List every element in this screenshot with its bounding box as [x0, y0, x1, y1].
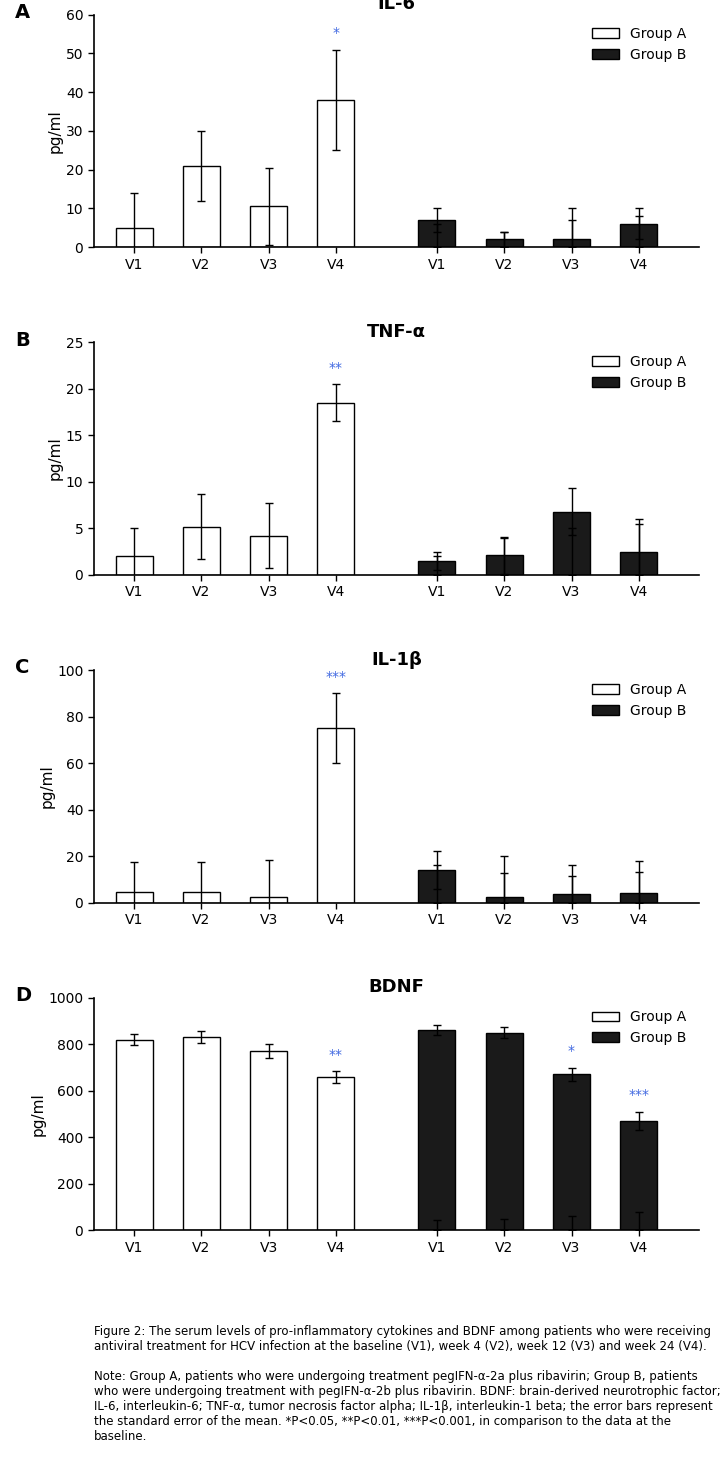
Bar [553, 894, 590, 903]
Bar [317, 402, 355, 575]
Bar [553, 239, 590, 247]
Bar [115, 228, 153, 247]
Text: ***: *** [628, 1088, 650, 1102]
Legend: Group A, Group B: Group A, Group B [586, 677, 692, 724]
Title: IL-1β: IL-1β [371, 650, 422, 668]
Text: D: D [15, 986, 31, 1006]
Legend: Group A, Group B: Group A, Group B [586, 349, 692, 395]
Text: B: B [15, 330, 30, 349]
Bar [115, 556, 153, 575]
Bar [418, 871, 456, 903]
Y-axis label: pg/ml: pg/ml [30, 1092, 45, 1136]
Y-axis label: pg/ml: pg/ml [48, 109, 63, 153]
Text: C: C [15, 659, 30, 677]
Bar [486, 1032, 523, 1230]
Bar [620, 1122, 658, 1230]
Bar [183, 893, 220, 903]
Bar [317, 728, 355, 903]
Bar [250, 1051, 287, 1230]
Text: **: ** [329, 361, 343, 374]
Bar [553, 512, 590, 575]
Bar [418, 1031, 456, 1230]
Y-axis label: pg/ml: pg/ml [48, 437, 63, 480]
Text: A: A [15, 3, 30, 22]
Bar [620, 893, 658, 903]
Bar [183, 166, 220, 247]
Bar [553, 1075, 590, 1230]
Title: BDNF: BDNF [368, 978, 425, 997]
Bar [317, 100, 355, 247]
Bar [317, 1078, 355, 1230]
Text: *: * [332, 26, 340, 40]
Text: Figure 2: The serum levels of pro-inflammatory cytokines and BDNF among patients: Figure 2: The serum levels of pro-inflam… [94, 1326, 720, 1443]
Bar [486, 897, 523, 903]
Bar [620, 225, 658, 247]
Title: IL-6: IL-6 [378, 0, 415, 13]
Bar [183, 527, 220, 575]
Bar [183, 1038, 220, 1230]
Bar [250, 207, 287, 247]
Bar [486, 555, 523, 575]
Bar [418, 561, 456, 575]
Bar [250, 897, 287, 903]
Text: ***: *** [325, 669, 347, 684]
Bar [115, 893, 153, 903]
Bar [418, 220, 456, 247]
Text: *: * [568, 1044, 575, 1058]
Legend: Group A, Group B: Group A, Group B [586, 1004, 692, 1051]
Bar [486, 239, 523, 247]
Bar [620, 552, 658, 575]
Title: TNF-α: TNF-α [367, 323, 426, 341]
Bar [115, 1039, 153, 1230]
Text: **: ** [329, 1048, 343, 1061]
Y-axis label: pg/ml: pg/ml [39, 765, 54, 809]
Bar [250, 536, 287, 575]
Legend: Group A, Group B: Group A, Group B [586, 22, 692, 68]
